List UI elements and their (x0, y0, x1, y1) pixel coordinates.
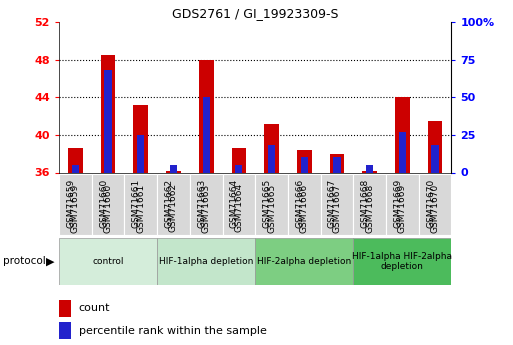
Text: GSM71668: GSM71668 (361, 179, 370, 228)
Text: HIF-1alpha depletion: HIF-1alpha depletion (159, 257, 253, 266)
Bar (166, 171, 181, 172)
Bar (321, 174, 353, 235)
Bar (231, 148, 246, 172)
Bar (59, 174, 92, 235)
Text: HIF-1alpha HIF-2alpha
depletion: HIF-1alpha HIF-2alpha depletion (352, 252, 452, 271)
Bar (133, 105, 148, 172)
Bar (333, 157, 341, 172)
Text: percentile rank within the sample: percentile rank within the sample (78, 326, 266, 336)
Text: GSM71669: GSM71669 (393, 179, 402, 228)
Bar (264, 124, 279, 172)
Bar (59, 300, 71, 317)
Bar (399, 132, 406, 172)
Text: GSM71664: GSM71664 (230, 179, 239, 228)
Text: GSM71659: GSM71659 (66, 179, 75, 228)
Bar (431, 146, 439, 172)
Bar (301, 157, 308, 172)
Bar (124, 174, 157, 235)
Text: GSM71662: GSM71662 (165, 179, 173, 228)
Bar (419, 174, 451, 235)
Text: GSM71665: GSM71665 (263, 179, 271, 228)
Text: count: count (78, 303, 110, 313)
Text: GSM71663: GSM71663 (202, 183, 211, 233)
Bar (288, 174, 321, 235)
Text: ▶: ▶ (46, 256, 55, 266)
Text: GSM71669: GSM71669 (398, 183, 407, 233)
Text: GSM71660: GSM71660 (104, 183, 112, 233)
Bar (199, 60, 213, 172)
Bar (428, 121, 442, 172)
Text: GSM71659: GSM71659 (71, 183, 80, 233)
Bar (157, 174, 190, 235)
Text: GSM71667: GSM71667 (328, 179, 337, 228)
Text: GSM71666: GSM71666 (300, 183, 309, 233)
Bar (297, 150, 311, 172)
Text: GSM71668: GSM71668 (365, 183, 374, 233)
Bar (72, 165, 79, 172)
Text: GSM71661: GSM71661 (132, 179, 141, 228)
Bar (395, 97, 410, 172)
Bar (235, 165, 243, 172)
Text: GSM71663: GSM71663 (197, 179, 206, 228)
Text: GSM71664: GSM71664 (234, 183, 243, 233)
Bar (366, 165, 373, 172)
Text: GSM71665: GSM71665 (267, 183, 276, 233)
Bar (157, 238, 255, 285)
Bar (362, 171, 377, 172)
Bar (170, 165, 177, 172)
Text: GSM71667: GSM71667 (332, 183, 342, 233)
Bar (330, 154, 344, 172)
Text: GSM71661: GSM71661 (136, 183, 145, 233)
Bar (137, 135, 144, 172)
Bar (59, 238, 157, 285)
Text: protocol: protocol (3, 256, 45, 266)
Text: control: control (92, 257, 124, 266)
Text: GSM71662: GSM71662 (169, 183, 178, 233)
Text: GSM71666: GSM71666 (295, 179, 304, 228)
Bar (68, 148, 83, 172)
Bar (268, 146, 275, 172)
Bar (353, 238, 451, 285)
Bar (190, 174, 223, 235)
Bar (223, 174, 255, 235)
Text: GSM71660: GSM71660 (99, 179, 108, 228)
Bar (255, 238, 353, 285)
Bar (255, 174, 288, 235)
Bar (101, 55, 115, 172)
Bar (353, 174, 386, 235)
Title: GDS2761 / GI_19923309-S: GDS2761 / GI_19923309-S (172, 7, 339, 20)
Text: HIF-2alpha depletion: HIF-2alpha depletion (257, 257, 351, 266)
Bar (59, 322, 71, 339)
Text: GSM71670: GSM71670 (430, 183, 440, 233)
Bar (92, 174, 125, 235)
Text: GSM71670: GSM71670 (426, 179, 435, 228)
Bar (386, 174, 419, 235)
Bar (105, 70, 112, 172)
Bar (203, 97, 210, 172)
